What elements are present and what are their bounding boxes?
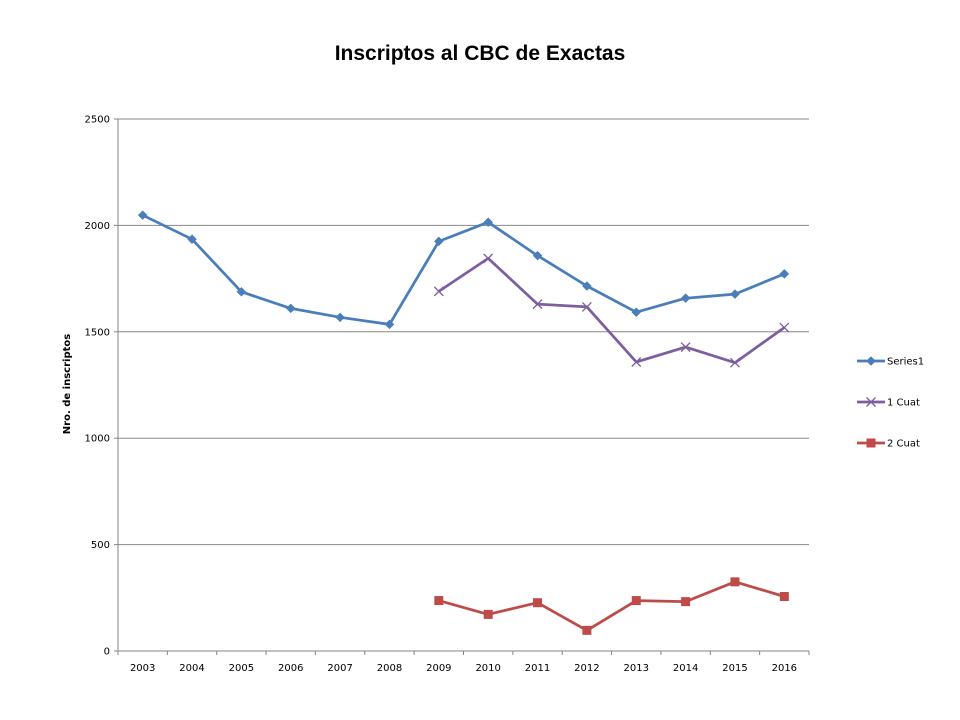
series-group: [137, 210, 790, 635]
x-tick-label: 2003: [130, 663, 155, 674]
y-tick-label: 2000: [85, 221, 110, 232]
x-tick-label: 2016: [772, 663, 797, 674]
series-line: [438, 257, 786, 365]
data-point: [582, 281, 592, 291]
y-axis-label: Nro. de inscriptos: [62, 334, 73, 434]
legend-marker: [866, 438, 876, 448]
data-point: [581, 301, 592, 312]
legend-marker: [866, 397, 876, 407]
x-tick-label: 2011: [525, 663, 550, 674]
data-point: [285, 303, 296, 314]
x-tick-label: 2010: [475, 663, 500, 674]
data-point: [779, 269, 790, 279]
y-tick-labels: 0 500 1000 1500 2000 2500: [85, 115, 110, 658]
data-point: [533, 598, 543, 608]
x-tick-label: 2006: [278, 663, 303, 674]
data-point: [532, 299, 543, 310]
data-point: [335, 312, 345, 323]
data-point: [681, 597, 691, 607]
data-point: [730, 357, 740, 368]
y-tick-label: 2500: [85, 115, 110, 126]
data-point: [680, 293, 691, 304]
legend-item: Series1: [857, 356, 924, 368]
data-point: [730, 289, 740, 299]
legend-label: 2 Cuat: [887, 439, 920, 450]
legend-marker: [866, 356, 876, 366]
legend-item: 2 Cuat: [857, 438, 920, 450]
y-tick-label: 500: [91, 540, 110, 551]
legend-label: 1 Cuat: [887, 398, 920, 409]
data-point: [631, 357, 642, 367]
x-tick-label: 2004: [179, 663, 204, 674]
data-point: [187, 234, 197, 245]
series-line: [142, 213, 785, 326]
data-point: [433, 286, 444, 297]
series-2: [433, 253, 790, 368]
x-tick-label: 2008: [377, 663, 402, 674]
legend-label: Series1: [887, 357, 924, 368]
data-point: [779, 592, 789, 602]
x-tick-label: 2007: [327, 663, 352, 674]
axes: [114, 118, 810, 655]
series-1: [137, 210, 790, 330]
data-point: [384, 319, 395, 330]
x-tick-labels: 2003 2004 2005 2006 2007 2008 2009 2010 2011 2012…: [130, 663, 797, 674]
x-tick-label: 2012: [574, 663, 599, 674]
data-point: [631, 596, 641, 606]
data-point: [433, 236, 444, 247]
data-point: [137, 210, 148, 221]
data-point: [483, 609, 493, 619]
data-point: [582, 625, 592, 635]
x-tick-label: 2014: [673, 663, 698, 674]
y-tick-label: 0: [104, 647, 110, 658]
data-point: [779, 322, 790, 333]
series-3: [434, 577, 789, 635]
series-line: [438, 580, 785, 632]
y-tick-label: 1000: [85, 434, 110, 445]
y-tick-label: 1500: [85, 327, 110, 338]
gridlines: [118, 118, 809, 546]
legend-item: 1 Cuat: [857, 397, 920, 409]
data-point: [434, 596, 444, 606]
data-point: [730, 577, 740, 587]
data-point: [532, 250, 543, 261]
data-point: [483, 253, 494, 264]
x-tick-label: 2013: [624, 663, 649, 674]
x-tick-label: 2015: [722, 663, 747, 674]
legend: Series1 1 Cuat 2 Cuat: [857, 356, 924, 450]
x-tick-label: 2009: [426, 663, 451, 674]
data-point: [631, 307, 642, 318]
x-tick-label: 2005: [229, 663, 254, 674]
data-point: [680, 342, 691, 353]
data-point: [483, 217, 494, 228]
data-point: [236, 286, 247, 297]
chart-title: Inscriptos al CBC de Exactas: [335, 42, 626, 65]
